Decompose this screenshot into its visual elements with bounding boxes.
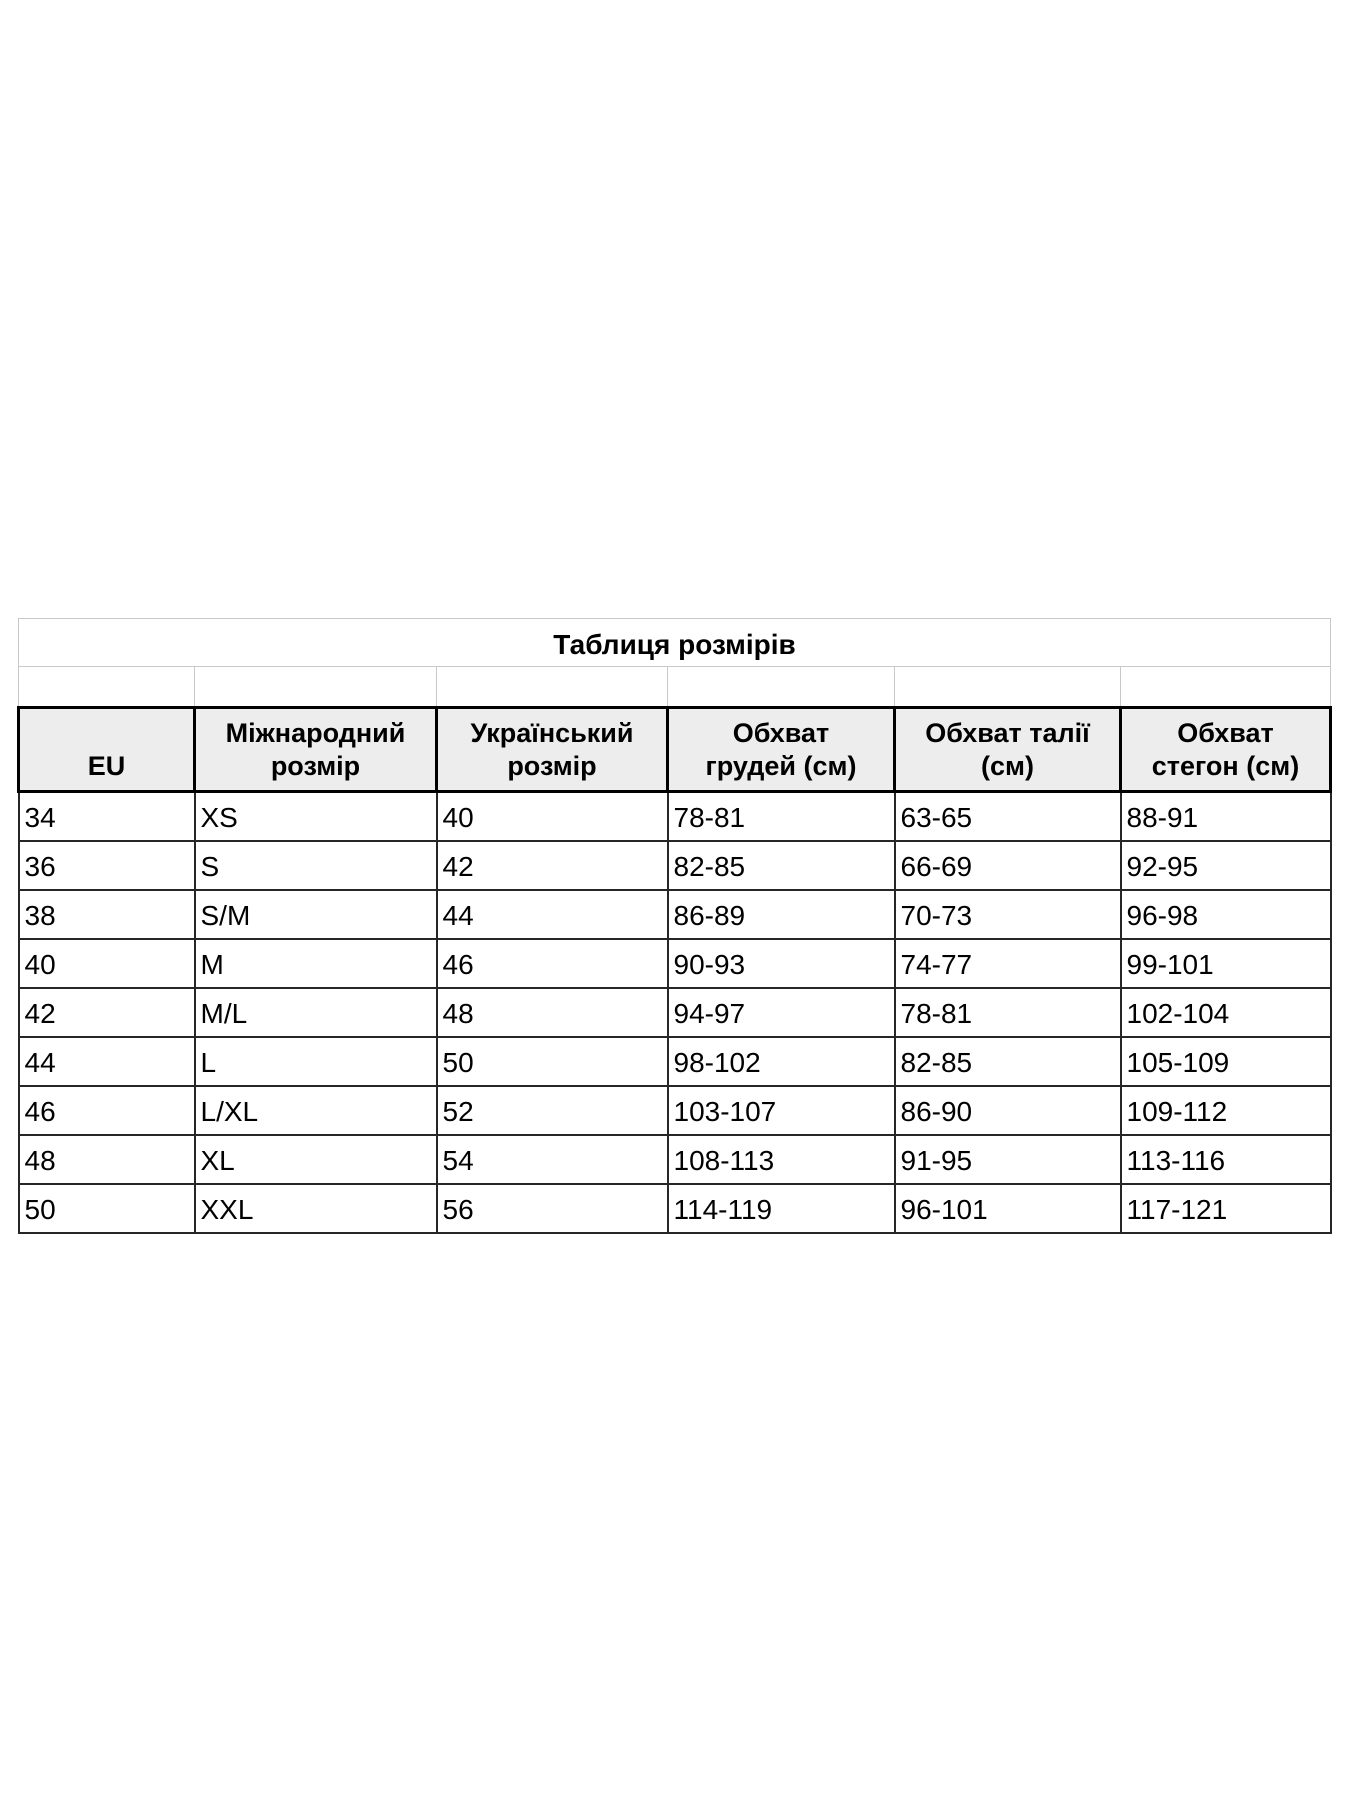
table-row: 34 XS 40 78-81 63-65 88-91 [17,790,1332,842]
cell: L/XL [193,1085,438,1136]
size-table-container: Таблиця розмірів EU Міжнародний розмір У… [17,618,1332,1234]
cell: 96-101 [893,1183,1122,1234]
table-row: 36 S 42 82-85 66-69 92-95 [17,840,1332,891]
column-header-hips: Обхват стегон (см) [1119,706,1332,793]
cell: 82-85 [893,1036,1122,1087]
cell: 98-102 [666,1036,896,1087]
spacer-cell [1120,666,1331,708]
cell: 40 [17,938,196,989]
cell: 38 [17,889,196,940]
cell: 70-73 [893,889,1122,940]
cell: 108-113 [666,1134,896,1185]
size-table: Таблиця розмірів EU Міжнародний розмір У… [17,618,1332,1234]
column-header-waist: Обхват талії (см) [893,706,1122,793]
cell: 113-116 [1119,1134,1332,1185]
cell: 78-81 [666,790,896,842]
cell: M [193,938,438,989]
cell: XL [193,1134,438,1185]
cell: 91-95 [893,1134,1122,1185]
cell: 52 [435,1085,669,1136]
cell: 46 [17,1085,196,1136]
cell: 99-101 [1119,938,1332,989]
table-row: 42 M/L 48 94-97 78-81 102-104 [17,987,1332,1038]
table-row: 38 S/M 44 86-89 70-73 96-98 [17,889,1332,940]
table-title: Таблиця розмірів [18,618,1331,667]
cell: 46 [435,938,669,989]
cell: S/M [193,889,438,940]
cell: 36 [17,840,196,891]
cell: 86-89 [666,889,896,940]
cell: 42 [17,987,196,1038]
cell: 82-85 [666,840,896,891]
table-row: 44 L 50 98-102 82-85 105-109 [17,1036,1332,1087]
cell: 42 [435,840,669,891]
column-header-chest: Обхват грудей (см) [666,706,896,793]
cell: 78-81 [893,987,1122,1038]
table-title-row: Таблиця розмірів [18,618,1331,667]
cell: 54 [435,1134,669,1185]
cell: XXL [193,1183,438,1234]
cell: 66-69 [893,840,1122,891]
cell: XS [193,790,438,842]
column-header-ukrainian-size: Український розмір [435,706,669,793]
cell: S [193,840,438,891]
spacer-cell [667,666,895,708]
cell: 90-93 [666,938,896,989]
cell: 86-90 [893,1085,1122,1136]
cell: 50 [17,1183,196,1234]
cell: 94-97 [666,987,896,1038]
cell: 50 [435,1036,669,1087]
cell: 105-109 [1119,1036,1332,1087]
cell: L [193,1036,438,1087]
table-row: 46 L/XL 52 103-107 86-90 109-112 [17,1085,1332,1136]
cell: 48 [17,1134,196,1185]
cell: 109-112 [1119,1085,1332,1136]
column-header-international-size: Міжнародний розмір [193,706,438,793]
cell: 74-77 [893,938,1122,989]
cell: 63-65 [893,790,1122,842]
cell: 44 [17,1036,196,1087]
table-row: 48 XL 54 108-113 91-95 113-116 [17,1134,1332,1185]
cell: 92-95 [1119,840,1332,891]
table-spacer-row [18,666,1331,708]
cell: 48 [435,987,669,1038]
cell: 40 [435,790,669,842]
spacer-cell [436,666,668,708]
cell: 96-98 [1119,889,1332,940]
cell: 103-107 [666,1085,896,1136]
cell: 88-91 [1119,790,1332,842]
cell: 117-121 [1119,1183,1332,1234]
column-header-eu: EU [17,706,196,793]
cell: 34 [17,790,196,842]
table-row: 40 M 46 90-93 74-77 99-101 [17,938,1332,989]
cell: 44 [435,889,669,940]
table-header-row: EU Міжнародний розмір Український розмір… [17,706,1332,793]
table-row: 50 XXL 56 114-119 96-101 117-121 [17,1183,1332,1234]
spacer-cell [894,666,1121,708]
cell: 114-119 [666,1183,896,1234]
cell: 102-104 [1119,987,1332,1038]
spacer-cell [194,666,437,708]
cell: M/L [193,987,438,1038]
cell: 56 [435,1183,669,1234]
spacer-cell [18,666,195,708]
